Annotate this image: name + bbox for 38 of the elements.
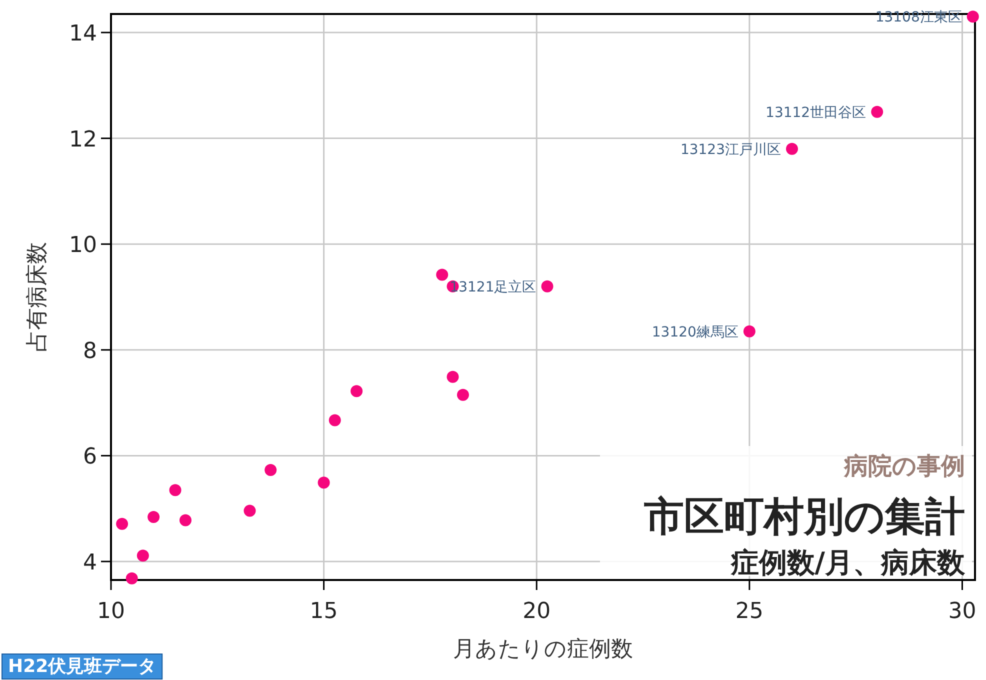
- y-tick-label: 6: [83, 444, 97, 470]
- point: [456, 388, 469, 401]
- point: [446, 370, 459, 383]
- annotation: 13123江戸川区: [680, 142, 781, 158]
- point: [743, 325, 756, 338]
- annotation: 13120練馬区: [652, 324, 738, 340]
- x-axis-title: 月あたりの症例数: [453, 637, 633, 662]
- x-tick-label: 30: [948, 599, 976, 624]
- y-tick-label: 14: [69, 22, 97, 47]
- y-tick-label: 12: [69, 127, 97, 152]
- text: 市区町村別の集計: [643, 494, 965, 540]
- point: [541, 280, 554, 292]
- point: [871, 106, 884, 118]
- x-tick-label: 25: [735, 599, 764, 624]
- point: [436, 268, 448, 281]
- point: [264, 464, 277, 476]
- annotation: 病院の事例: [843, 452, 965, 480]
- y-axis-title: 占有病床数: [25, 242, 50, 352]
- x-tick-label: 15: [310, 599, 338, 624]
- text: 症例数/月、病床数: [730, 546, 966, 579]
- point: [126, 572, 138, 584]
- point: [116, 518, 128, 530]
- point: [179, 514, 192, 526]
- point: [169, 484, 182, 496]
- point: [966, 10, 979, 23]
- point: [786, 142, 798, 155]
- point: [244, 504, 256, 517]
- point: [328, 414, 341, 426]
- y-tick-label: 10: [69, 233, 97, 258]
- annotation: 13112世田谷区: [766, 104, 866, 121]
- point: [318, 476, 330, 489]
- point: [136, 550, 149, 562]
- point: [148, 511, 160, 524]
- point: [350, 385, 363, 398]
- x-tick-label: 20: [522, 599, 551, 624]
- y-tick-label: 4: [83, 550, 97, 576]
- y-tick-label: 8: [83, 338, 97, 364]
- text: H22伏見班データ: [8, 656, 156, 677]
